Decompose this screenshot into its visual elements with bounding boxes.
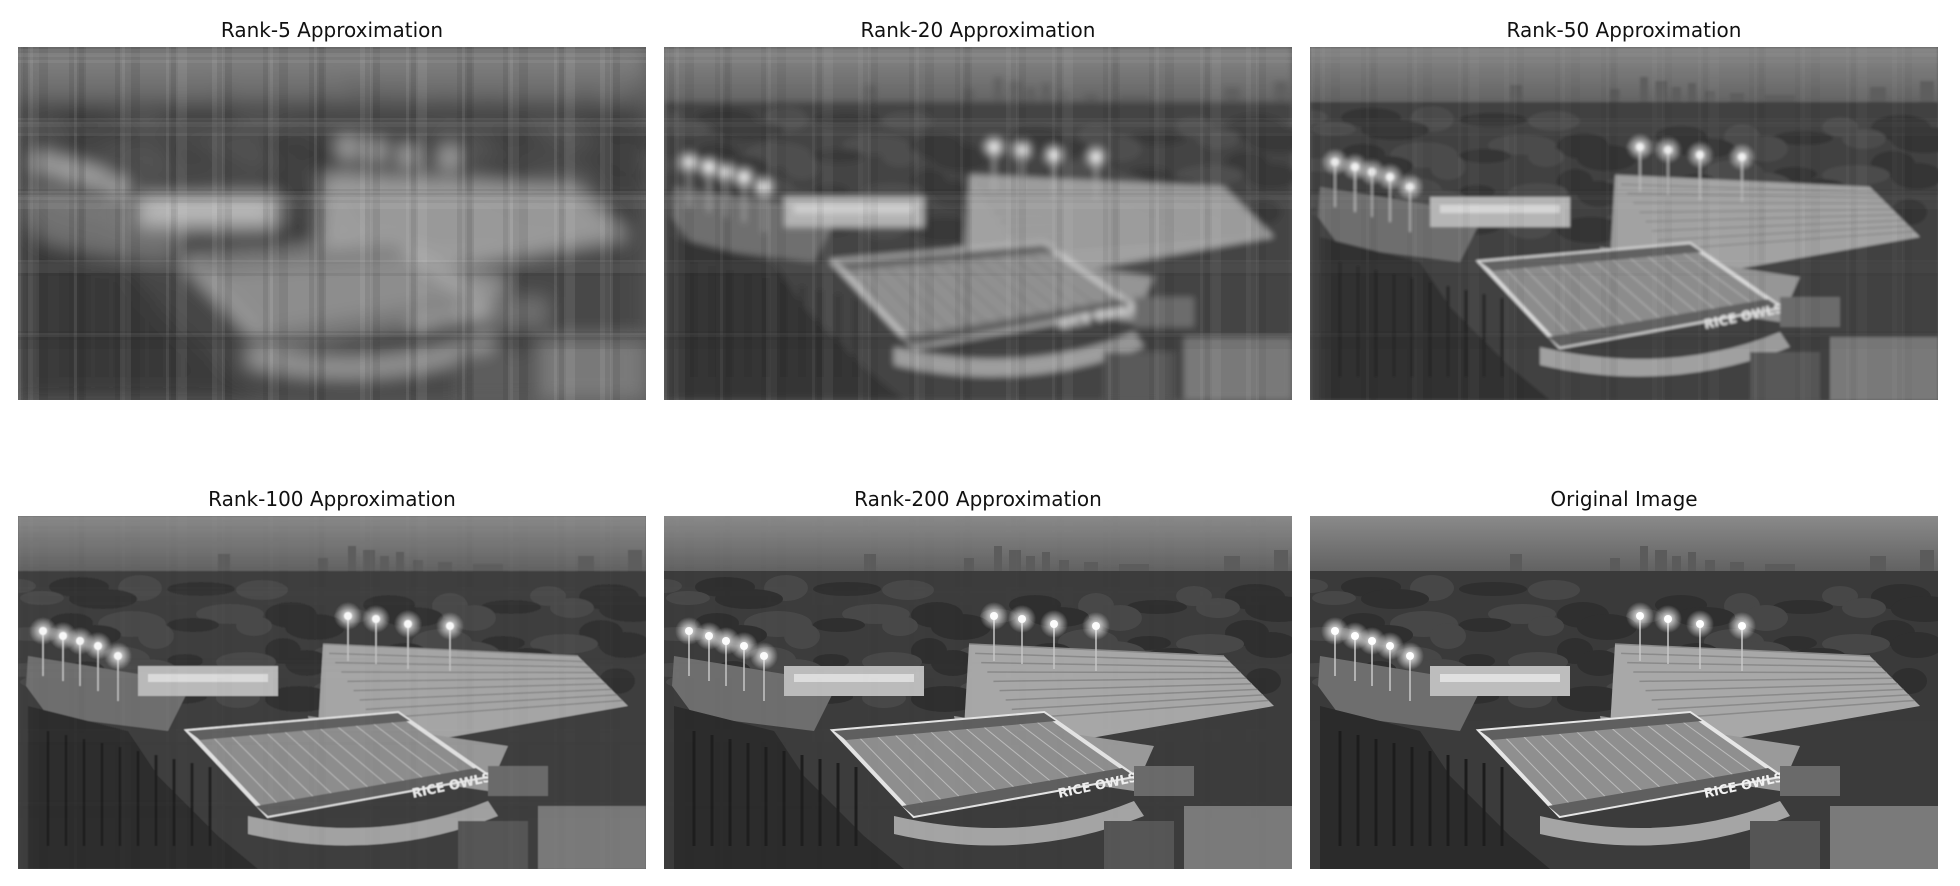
stadium-photo: RICE OWLS <box>18 516 646 869</box>
panel-rank-200: Rank-200 Approximation RICE OWLS <box>664 487 1292 869</box>
panel-rank-20: Rank-20 Approximation RICE OWLS <box>664 18 1292 400</box>
stadium-photo: RICE OWLS <box>664 47 1292 400</box>
stadium-image: RICE OWLS <box>1310 516 1938 869</box>
stadium-photo: RICE OWLS <box>1310 516 1938 869</box>
stadium-image: RICE OWLS <box>18 47 646 400</box>
panel-original: Original Image RICE OWLS <box>1310 487 1938 869</box>
panel-title: Original Image <box>1550 487 1698 511</box>
stadium-image: RICE OWLS <box>18 516 646 869</box>
panel-rank-100: Rank-100 Approximation RICE OWLS <box>18 487 646 869</box>
panel-title: Rank-100 Approximation <box>208 487 456 511</box>
panel-title: Rank-5 Approximation <box>220 18 444 42</box>
panel-title: Rank-50 Approximation <box>1506 18 1742 42</box>
stadium-photo: RICE OWLS <box>1310 47 1938 400</box>
stadium-image: RICE OWLS <box>1310 47 1938 400</box>
stadium-image: RICE OWLS <box>664 516 1292 869</box>
panel-rank-5: Rank-5 Approximation RICE OWLS <box>18 18 646 400</box>
stadium-image: RICE OWLS <box>664 47 1292 400</box>
panel-title: Rank-200 Approximation <box>854 487 1102 511</box>
panel-title: Rank-20 Approximation <box>860 18 1096 42</box>
panel-rank-50: Rank-50 Approximation RICE OWLS <box>1310 18 1938 400</box>
stadium-photo: RICE OWLS <box>18 47 646 400</box>
stadium-photo: RICE OWLS <box>664 516 1292 869</box>
